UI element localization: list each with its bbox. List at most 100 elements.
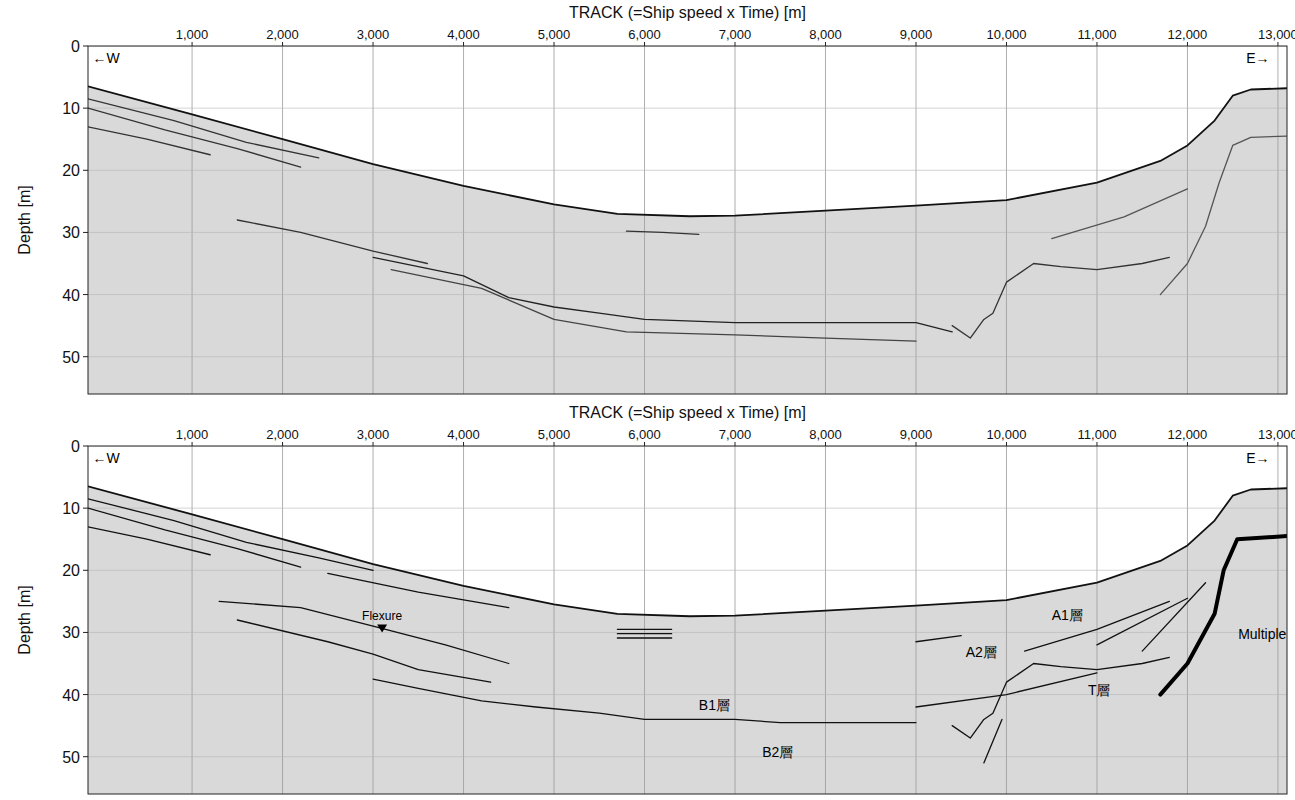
figure: TRACK (=Ship speed x Time) [m] Depth [m] 1… bbox=[0, 0, 1295, 800]
y-tick bbox=[83, 46, 88, 47]
y-tick bbox=[83, 632, 88, 633]
reflector-line bbox=[1160, 136, 1287, 294]
y-tick bbox=[83, 294, 88, 295]
reflector-line bbox=[1052, 189, 1188, 239]
x-tick-label: 11,000 bbox=[1078, 427, 1117, 442]
x-tick-label: 9,000 bbox=[900, 27, 933, 42]
y-tick-label: 0 bbox=[71, 38, 80, 55]
x-tick bbox=[1096, 442, 1097, 446]
reflector-line bbox=[1025, 601, 1170, 651]
x-tick bbox=[192, 42, 193, 46]
reflector-line bbox=[88, 508, 301, 567]
y-tick-label: 20 bbox=[62, 562, 80, 579]
grid-line-x bbox=[1277, 46, 1278, 394]
reflector-line bbox=[984, 719, 1002, 763]
x-tick-label: 10,000 bbox=[987, 427, 1027, 442]
panel: TRACK (=Ship speed x Time) [m]Depth [m]1… bbox=[16, 404, 1295, 794]
x-tick bbox=[915, 42, 916, 46]
reflector-line bbox=[952, 657, 1169, 738]
y-tick-label: 10 bbox=[62, 500, 80, 517]
grid-line-x bbox=[1187, 446, 1188, 794]
x-tick bbox=[373, 442, 374, 446]
grid-line-x bbox=[282, 446, 283, 794]
reflector-line bbox=[88, 108, 301, 167]
panel-title: TRACK (=Ship speed x Time) [m] bbox=[569, 404, 806, 421]
y-tick bbox=[83, 232, 88, 233]
reflector-line bbox=[373, 257, 952, 332]
x-tick-label: 1,000 bbox=[176, 27, 209, 42]
x-tick bbox=[644, 442, 645, 446]
grid-line-x bbox=[373, 46, 374, 394]
x-tick bbox=[915, 442, 916, 446]
x-tick-label: 7,000 bbox=[719, 427, 752, 442]
reflector-line bbox=[916, 673, 1097, 707]
x-tick bbox=[1006, 442, 1007, 446]
x-tick-label: 1,000 bbox=[176, 427, 209, 442]
x-tick bbox=[644, 42, 645, 46]
reflector-line bbox=[617, 629, 671, 630]
x-tick-label: 13,000 bbox=[1258, 427, 1295, 442]
x-tick bbox=[463, 42, 464, 46]
y-tick-label: 30 bbox=[62, 224, 80, 241]
y-tick bbox=[83, 756, 88, 757]
y-tick-label: 40 bbox=[62, 687, 80, 704]
plot-area bbox=[88, 446, 1287, 794]
reflector-line bbox=[237, 620, 490, 682]
y-tick-label: 40 bbox=[62, 287, 80, 304]
reflector-line bbox=[952, 257, 1169, 338]
y-tick bbox=[83, 570, 88, 571]
x-tick bbox=[1096, 42, 1097, 46]
x-tick bbox=[825, 442, 826, 446]
reflector-line bbox=[617, 633, 671, 634]
y-tick bbox=[83, 694, 88, 695]
y-tick bbox=[83, 170, 88, 171]
annotation: A2層 bbox=[966, 644, 997, 660]
reflector-line bbox=[88, 499, 373, 570]
grid-line-x bbox=[554, 46, 555, 394]
grid-line-y bbox=[88, 356, 1287, 357]
reflector-line bbox=[1160, 536, 1287, 694]
plot-frame bbox=[88, 446, 1287, 794]
y-tick-label: 20 bbox=[62, 162, 80, 179]
x-tick bbox=[825, 42, 826, 46]
grid-line-x bbox=[192, 46, 193, 394]
annotation: Multiple bbox=[1238, 626, 1286, 642]
annotation: Flexure bbox=[362, 609, 402, 623]
y-tick-label: 50 bbox=[62, 749, 80, 766]
reflector-line bbox=[391, 270, 916, 341]
reflector-line bbox=[626, 231, 698, 234]
y-tick bbox=[83, 508, 88, 509]
annotation: ←W bbox=[93, 450, 121, 466]
grid-line-x bbox=[644, 446, 645, 794]
x-tick-label: 11,000 bbox=[1078, 27, 1117, 42]
x-tick bbox=[554, 42, 555, 46]
grid-line-x bbox=[1187, 46, 1188, 394]
panel: TRACK (=Ship speed x Time) [m] Depth [m] 1… bbox=[16, 4, 1295, 394]
grid-line-y bbox=[88, 570, 1287, 571]
grid-line-x bbox=[735, 46, 736, 394]
x-tick bbox=[1277, 42, 1278, 46]
x-tick bbox=[282, 42, 283, 46]
plot-area bbox=[88, 46, 1287, 394]
grid-line-x bbox=[463, 446, 464, 794]
grid-line-y bbox=[88, 756, 1287, 757]
reflector-line bbox=[1142, 583, 1205, 651]
reflector-line bbox=[916, 636, 961, 642]
panel-title: TRACK (=Ship speed x Time) [m] bbox=[569, 4, 806, 21]
annotation: B1層 bbox=[699, 697, 730, 713]
y-axis-title: Depth [m] bbox=[16, 185, 33, 254]
plot-background bbox=[88, 446, 1287, 794]
grid-line-x bbox=[644, 46, 645, 394]
grid-line-y bbox=[88, 294, 1287, 295]
x-tick-label: 8,000 bbox=[809, 27, 842, 42]
grid-line-x bbox=[1006, 46, 1007, 394]
x-tick-label: 5,000 bbox=[538, 27, 571, 42]
grid-line-x bbox=[192, 446, 193, 794]
annotation: E→ bbox=[1246, 50, 1269, 66]
grid-line-y bbox=[88, 170, 1287, 171]
reflector-line bbox=[88, 99, 319, 158]
x-tick bbox=[554, 442, 555, 446]
x-tick bbox=[373, 42, 374, 46]
y-tick bbox=[83, 446, 88, 447]
grid-line-x bbox=[825, 46, 826, 394]
